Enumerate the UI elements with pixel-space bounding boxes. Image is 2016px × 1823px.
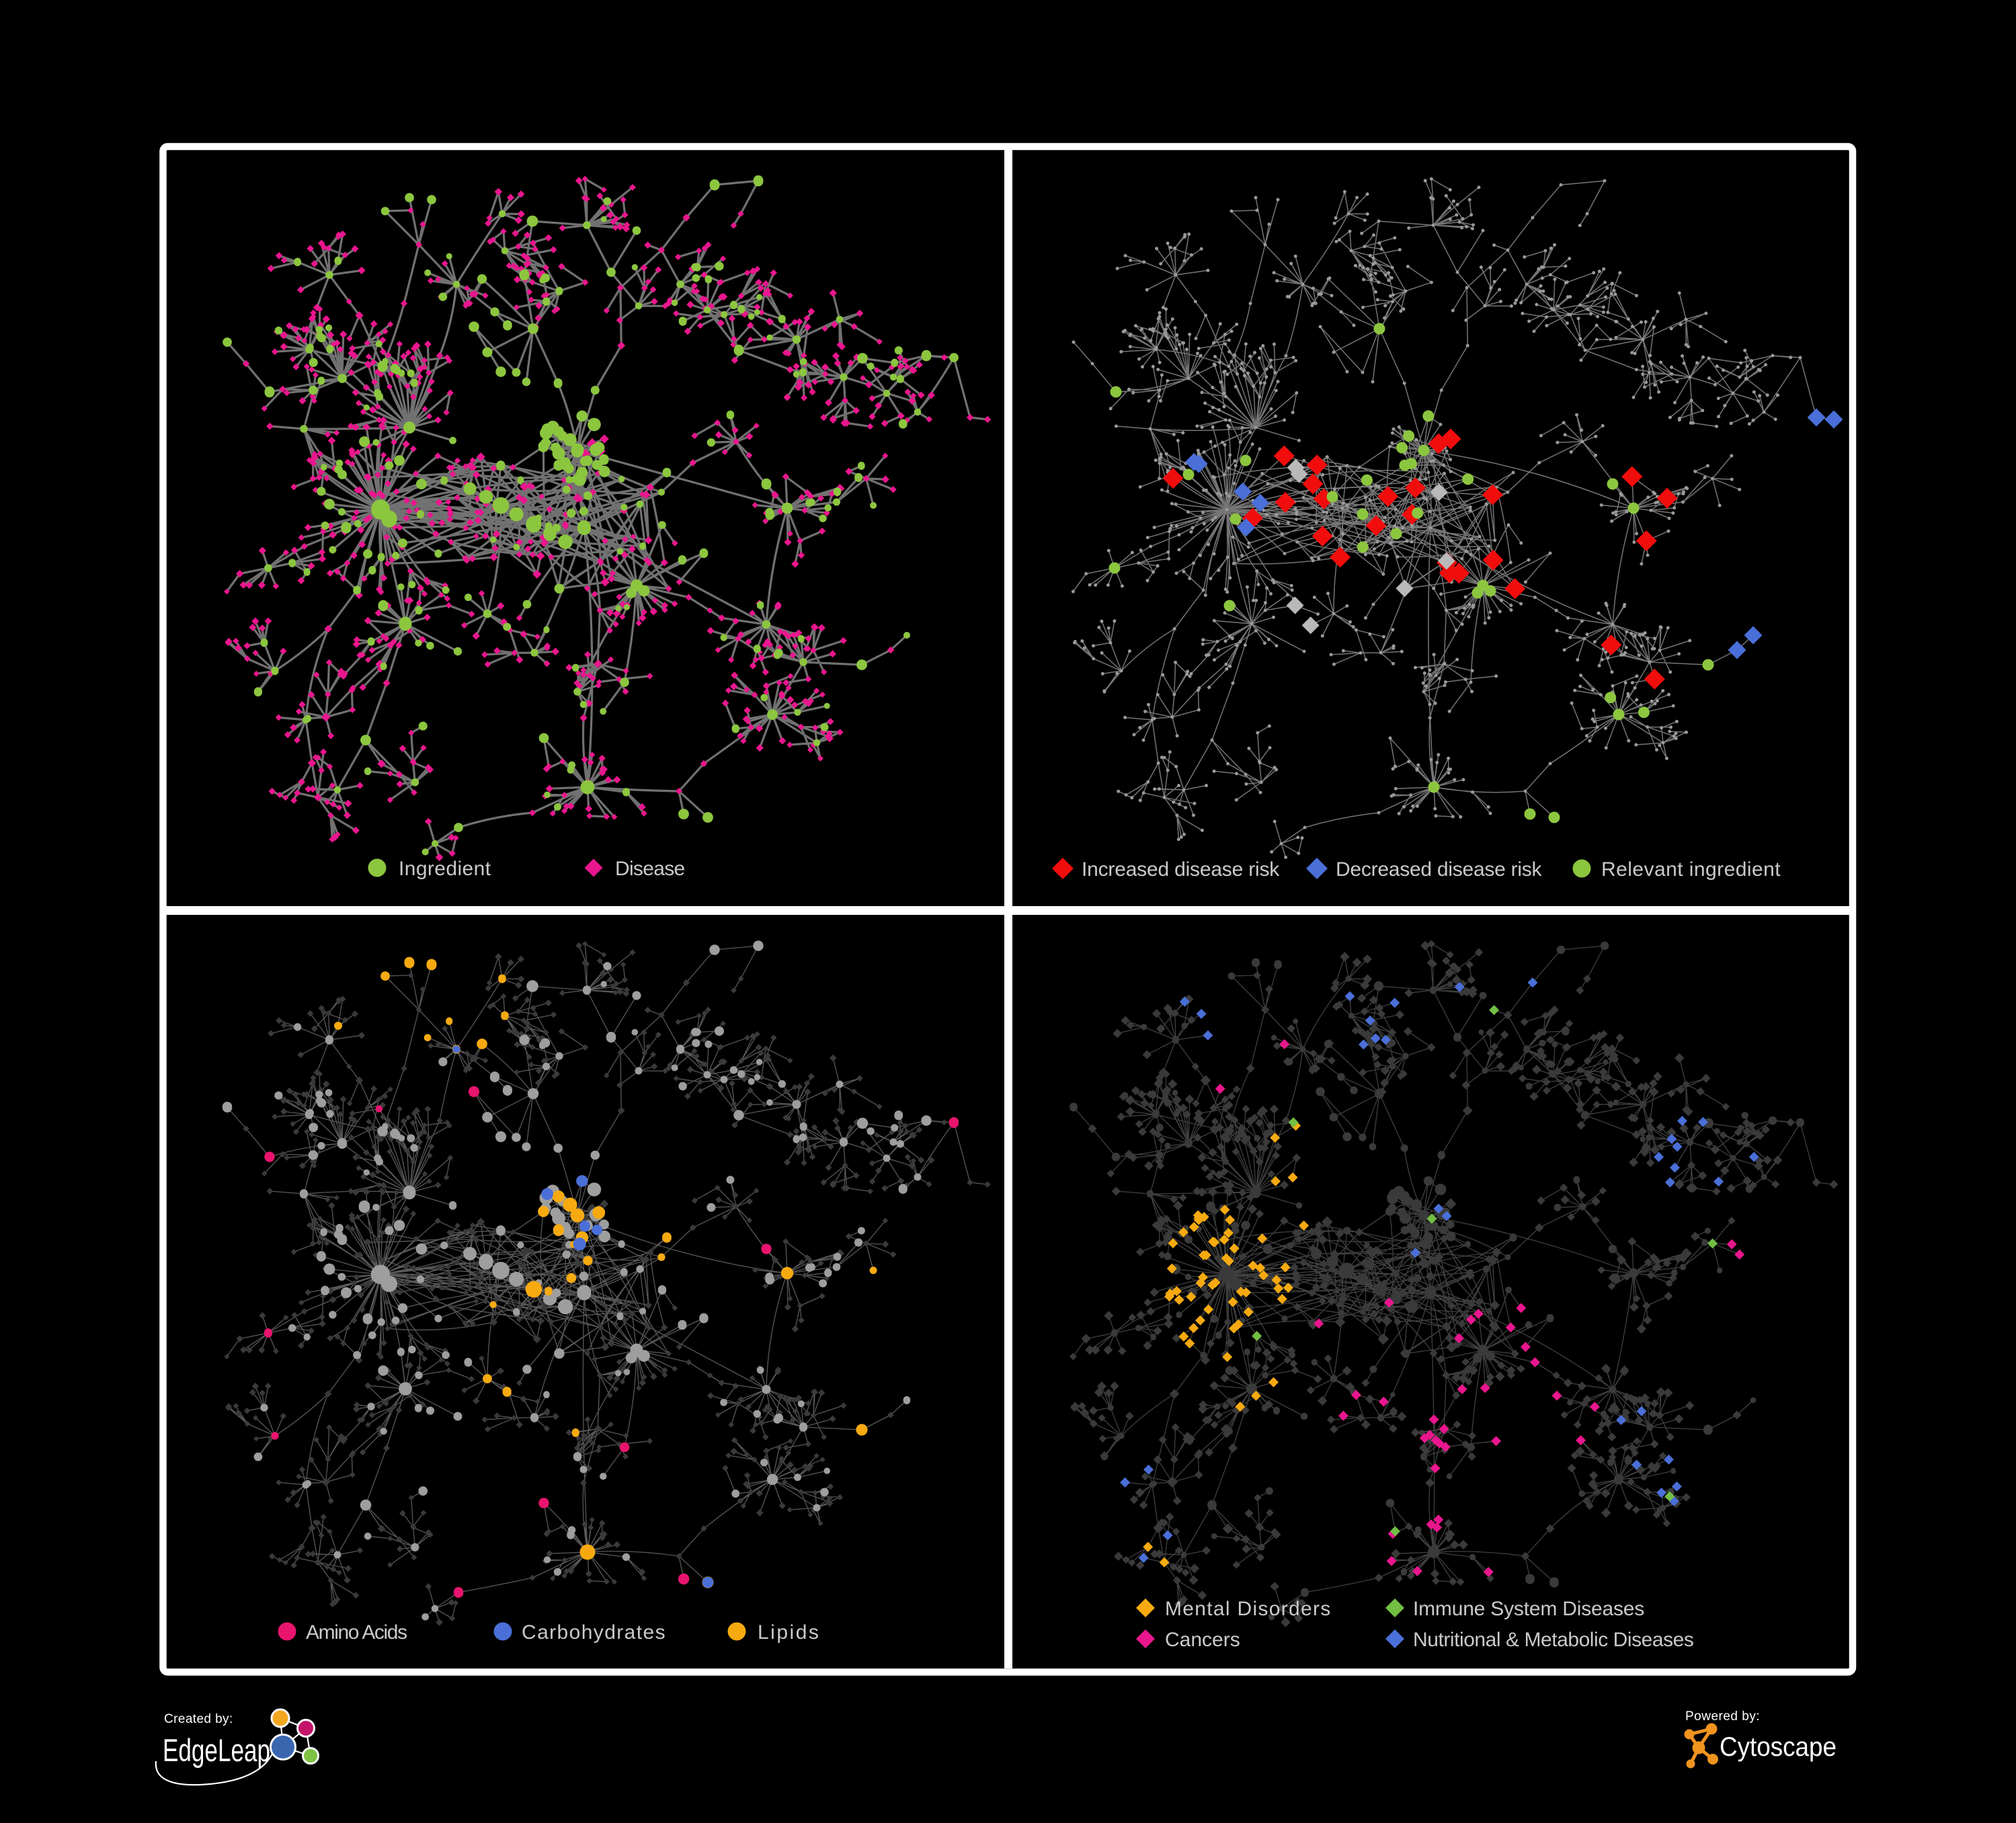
svg-text:Amino Acids: Amino Acids — [306, 1621, 407, 1644]
svg-text:Relevant ingredient: Relevant ingredient — [1601, 858, 1781, 881]
svg-text:Cancers: Cancers — [1165, 1629, 1240, 1651]
svg-text:Carbohydrates: Carbohydrates — [522, 1621, 666, 1644]
svg-text:Increased disease risk: Increased disease risk — [1082, 858, 1280, 881]
svg-text:Nutritional & Metabolic Diseas: Nutritional & Metabolic Diseases — [1413, 1629, 1693, 1651]
svg-text:Powered by:: Powered by: — [1685, 1709, 1760, 1724]
svg-text:Ingredient: Ingredient — [399, 858, 491, 880]
svg-text:Disease: Disease — [615, 858, 684, 880]
svg-text:Mental Disorders: Mental Disorders — [1165, 1598, 1332, 1620]
svg-text:Cytoscape: Cytoscape — [1720, 1732, 1837, 1762]
svg-text:EdgeLeap: EdgeLeap — [163, 1732, 270, 1768]
svg-text:Created by:: Created by: — [164, 1712, 233, 1726]
svg-text:Decreased disease risk: Decreased disease risk — [1336, 858, 1543, 881]
svg-text:Lipids: Lipids — [758, 1621, 820, 1644]
svg-text:Immune System Diseases: Immune System Diseases — [1413, 1598, 1644, 1620]
